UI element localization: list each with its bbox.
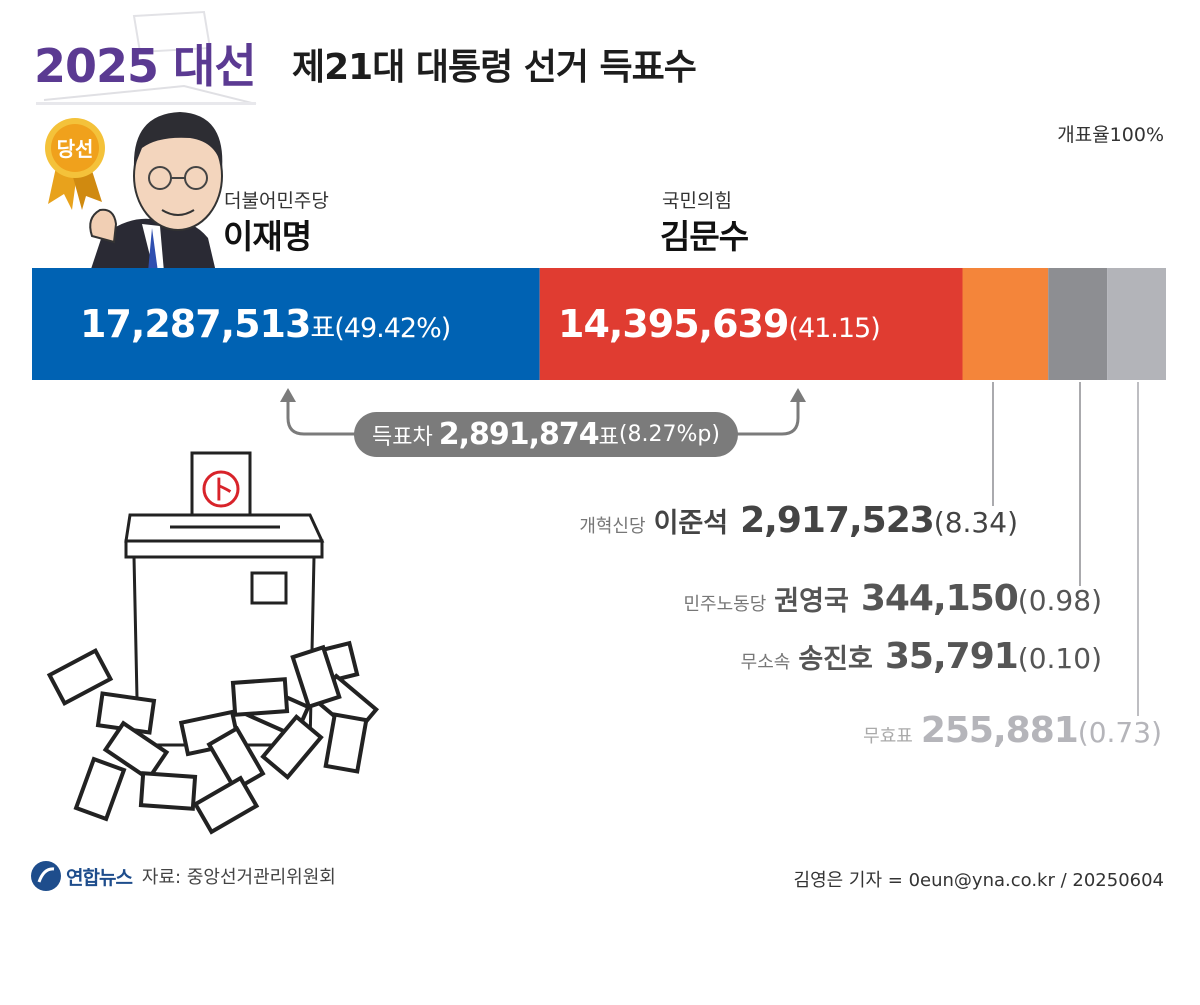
lee-js-percent: (8.34) bbox=[933, 506, 1018, 539]
lee-percent: (49.42%) bbox=[334, 313, 451, 344]
kwon-name: 권영국 bbox=[774, 586, 849, 617]
song-party: 무소속 bbox=[740, 652, 791, 673]
kim-percent: (41.15) bbox=[788, 313, 880, 344]
difference-percent: (8.27%p) bbox=[618, 422, 720, 447]
arrow-up-left-icon bbox=[280, 388, 296, 402]
lee-js-party: 개혁신당 bbox=[579, 516, 646, 537]
kim-party-label: 국민의힘 bbox=[662, 190, 732, 212]
bar-invalid bbox=[1107, 268, 1166, 380]
yonhap-logo-icon bbox=[31, 861, 61, 891]
yonhap-logo-text: 연합뉴스 bbox=[66, 866, 133, 889]
difference-pill: 득표차 2,891,874 표 (8.27%p) bbox=[354, 412, 738, 457]
kim-votes: 14,395,639 bbox=[558, 302, 789, 346]
invalid-percent: (0.73) bbox=[1077, 716, 1162, 749]
kwon-party: 민주노동당 bbox=[683, 594, 767, 615]
svg-text:당선: 당선 bbox=[57, 137, 94, 161]
page-title: 제21대 대통령 선거 득표수 bbox=[292, 47, 697, 88]
lee-js-votes: 2,917,523 bbox=[740, 500, 935, 541]
svg-text:卜: 卜 bbox=[209, 476, 233, 504]
annotation-lines bbox=[280, 382, 1139, 716]
lee-votes: 17,287,513 bbox=[80, 302, 311, 346]
arrow-up-right-icon bbox=[790, 388, 806, 402]
credit-label: 김영은 기자 = 0eun@yna.co.kr / 20250604 bbox=[793, 870, 1164, 891]
header-decoration bbox=[36, 10, 257, 105]
winner-portrait: 당선 bbox=[45, 112, 223, 272]
lee-bar-label: 17,287,513표(49.42%) bbox=[80, 302, 451, 346]
song-name: 송진호 bbox=[798, 644, 873, 675]
kim-name-label: 김문수 bbox=[660, 217, 749, 256]
song-percent: (0.10) bbox=[1017, 642, 1102, 675]
kwon-votes: 344,150 bbox=[860, 578, 1019, 619]
invalid-row: 무효표 255,881 (0.73) bbox=[863, 710, 1162, 751]
lee-vote-unit: 표 bbox=[310, 313, 335, 344]
winner-medal-icon: 당선 bbox=[45, 118, 105, 210]
invalid-votes: 255,881 bbox=[920, 710, 1079, 751]
ballot-box-icon: 卜 bbox=[46, 451, 380, 835]
bar-lee bbox=[32, 268, 540, 380]
invalid-label: 무효표 bbox=[863, 726, 913, 747]
lee-name-label: 이재명 bbox=[223, 217, 312, 256]
bar-kim bbox=[539, 268, 963, 380]
song-votes: 35,791 bbox=[884, 636, 1019, 677]
header-year-label: 2025 대선 bbox=[34, 39, 257, 93]
yonhap-logo: 연합뉴스 자료: 중앙선거관리위원회 bbox=[30, 860, 336, 892]
count-rate-label: 개표율100% bbox=[1057, 124, 1164, 146]
kwon-percent: (0.98) bbox=[1017, 584, 1102, 617]
kwon-row: 민주노동당 권영국 344,150 (0.98) bbox=[683, 578, 1102, 619]
difference-unit: 표 bbox=[598, 424, 619, 450]
difference-votes: 2,891,874 bbox=[438, 417, 600, 452]
lee-party-label: 더불어민주당 bbox=[224, 190, 329, 212]
source-label: 자료: 중앙선거관리위원회 bbox=[141, 867, 336, 888]
difference-arrow bbox=[286, 394, 800, 436]
kim-bar-label: 14,395,639(41.15) bbox=[558, 302, 881, 346]
bar-lee-js bbox=[962, 268, 1049, 380]
vote-bar-chart bbox=[32, 268, 1166, 380]
difference-label: 득표차 bbox=[372, 424, 433, 450]
lee-js-name: 이준석 bbox=[653, 508, 729, 539]
bar-kwon bbox=[1048, 268, 1108, 380]
lee-js-row: 개혁신당 이준석 2,917,523 (8.34) bbox=[579, 500, 1018, 541]
song-row: 무소속 송진호 35,791 (0.10) bbox=[741, 636, 1102, 677]
